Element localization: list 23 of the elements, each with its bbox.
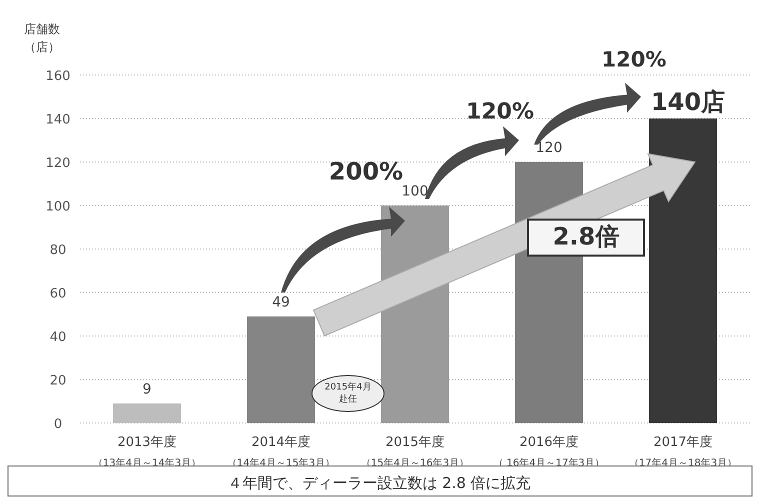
text: 120% <box>602 47 666 72</box>
data-label: 120 <box>536 140 562 156</box>
y-tick-label: 120 <box>46 156 70 171</box>
y-axis-title: 店舗数（店） <box>24 22 60 54</box>
text: ４年間で、ディーラー設立数は 2.8 倍に拡充 <box>227 474 531 492</box>
y-tick-label: 0 <box>54 417 62 432</box>
y-tick-label: 60 <box>50 286 66 302</box>
y-tick-label: 160 <box>46 69 70 84</box>
data-label: 49 <box>272 294 290 310</box>
y-tick-label: 40 <box>50 330 66 345</box>
bar <box>247 316 315 423</box>
y-tick-label: 80 <box>50 243 66 258</box>
y-tick-label: 100 <box>46 200 70 214</box>
annotation: 140店 <box>650 88 726 116</box>
y-tick-label: 20 <box>50 374 66 388</box>
annotation: 120% <box>466 100 534 124</box>
data-label: 100 <box>402 184 428 200</box>
annotation: 2.8倍 <box>552 222 620 251</box>
annotation: 2015年4月赴任 <box>324 381 372 404</box>
y-tick-label: 140 <box>46 112 70 128</box>
bar <box>649 118 717 423</box>
annotation: 200% <box>328 157 404 186</box>
data-label: 9 <box>142 381 152 398</box>
